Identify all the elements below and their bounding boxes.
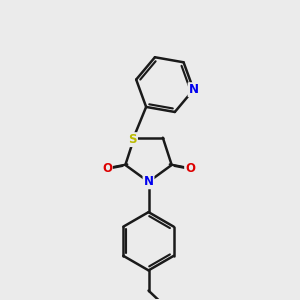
Text: N: N [143,175,154,188]
Text: O: O [102,162,112,175]
Text: S: S [128,133,137,146]
Text: N: N [188,83,199,96]
Text: O: O [185,162,195,175]
